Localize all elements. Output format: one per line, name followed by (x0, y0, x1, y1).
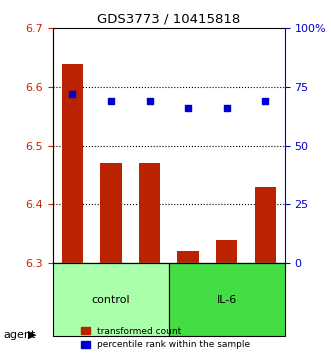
Bar (53, 263, 92, 264)
Point (147, 98, 152, 104)
Bar (62, 63, 83, 263)
Point (185, 105, 191, 111)
Bar (169, 263, 208, 264)
FancyBboxPatch shape (53, 263, 169, 336)
Legend: transformed count, percentile rank within the sample: transformed count, percentile rank withi… (77, 323, 254, 353)
Point (263, 98, 268, 104)
Point (108, 98, 114, 104)
Text: ▶: ▶ (28, 330, 37, 339)
Bar (92, 263, 130, 264)
Bar (177, 251, 199, 263)
Bar (255, 187, 276, 263)
Bar (130, 263, 169, 264)
Title: GDS3773 / 10415818: GDS3773 / 10415818 (97, 13, 240, 26)
Bar (100, 163, 121, 263)
Text: agent: agent (3, 330, 36, 339)
Text: control: control (92, 295, 130, 305)
Bar (208, 263, 246, 264)
Bar (216, 240, 237, 263)
Point (224, 105, 229, 111)
Text: IL-6: IL-6 (216, 295, 237, 305)
Point (70, 91, 75, 97)
Bar (246, 263, 285, 264)
FancyBboxPatch shape (169, 263, 285, 336)
Bar (139, 163, 160, 263)
